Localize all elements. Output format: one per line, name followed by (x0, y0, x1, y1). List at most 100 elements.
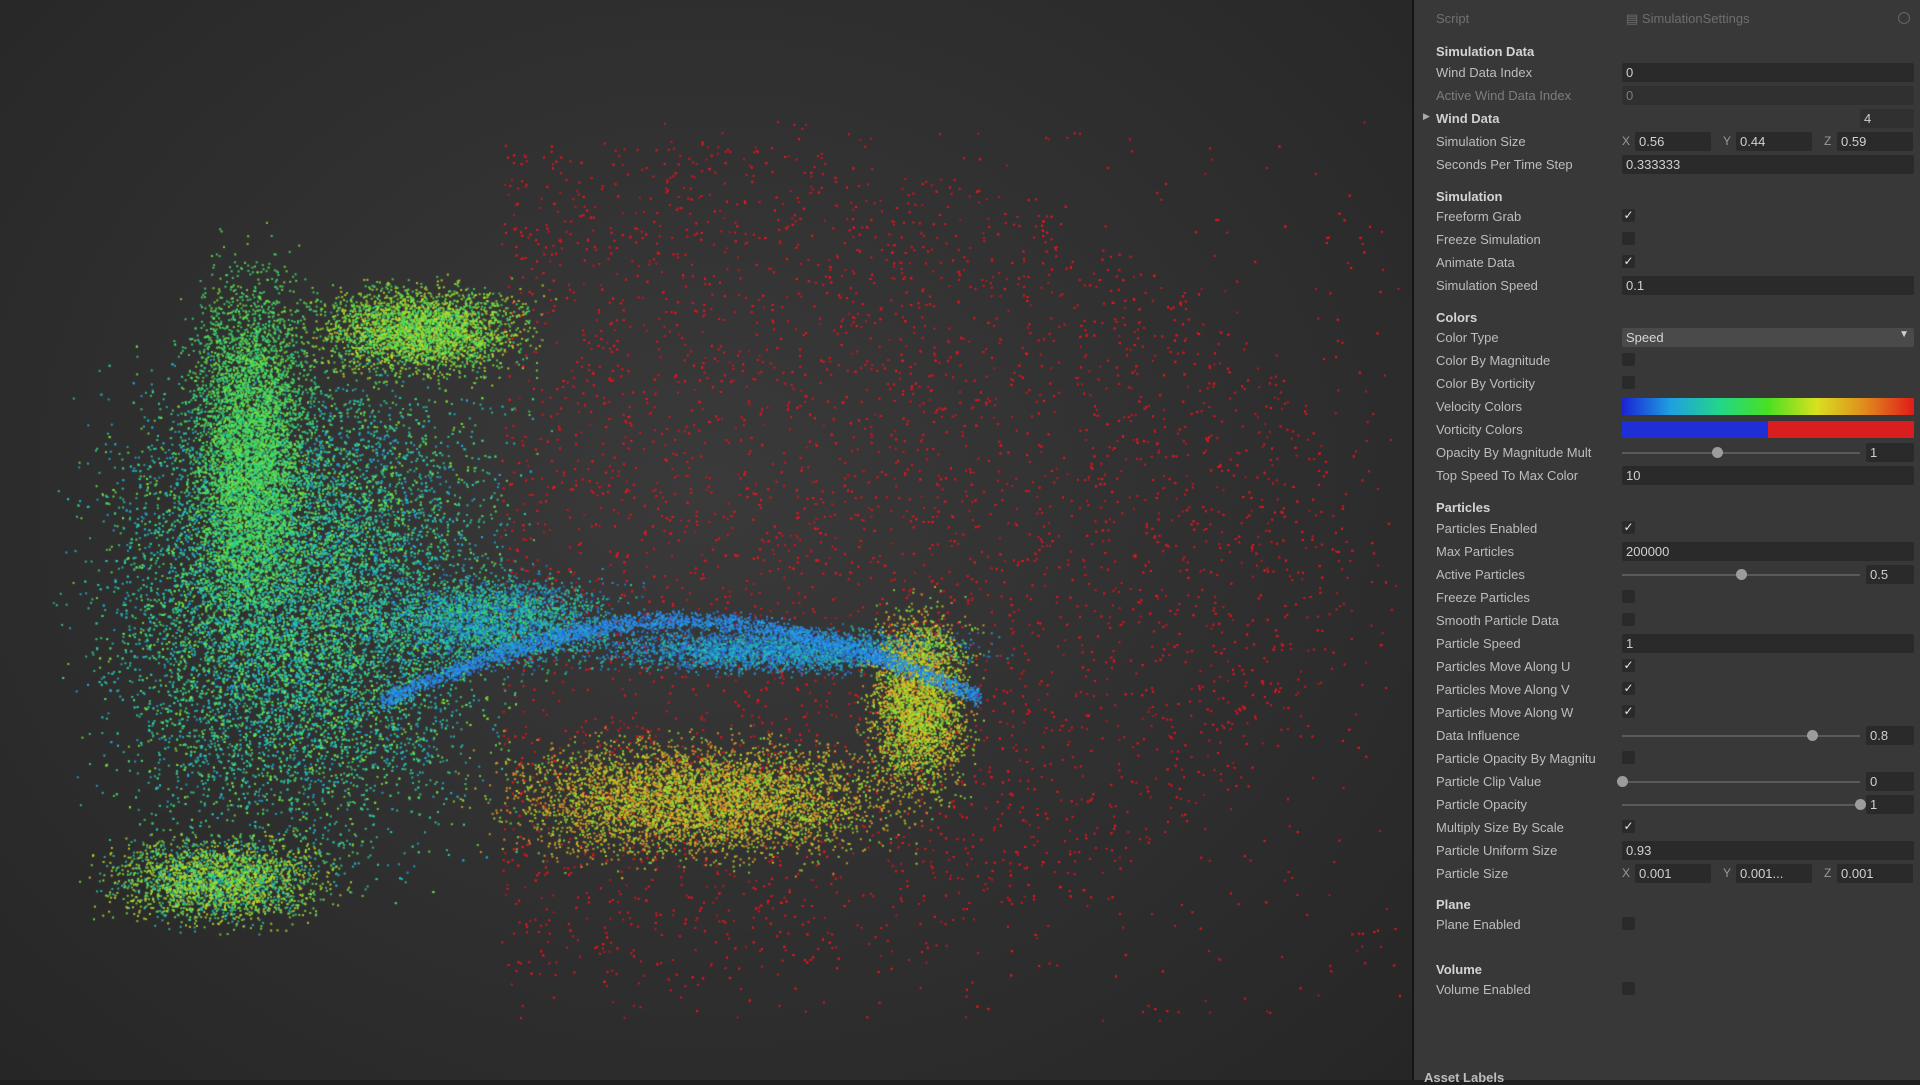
particles-move-along-w-label: Particles Move Along W (1436, 705, 1574, 720)
particle-size-y-field[interactable]: 0.001... (1736, 864, 1812, 883)
wind-data-index-row: Wind Data Index 0 (1414, 62, 1920, 84)
velocity-colors-row: Velocity Colors (1414, 396, 1920, 418)
foldout-arrow-icon[interactable]: ▶ (1423, 111, 1430, 121)
opacity-by-magnitude-mult-value[interactable]: 1 (1866, 443, 1914, 462)
volume-enabled-row: Volume Enabled (1414, 979, 1920, 1001)
particles-enabled-checkbox[interactable]: ✓ (1622, 520, 1635, 534)
particle-uniform-size-label: Particle Uniform Size (1436, 843, 1558, 858)
color-type-value: Speed (1626, 330, 1664, 345)
particles-move-along-u-checkbox[interactable]: ✓ (1622, 658, 1635, 672)
simulation-size-y-field[interactable]: 0.44 (1736, 132, 1812, 151)
wind-data-index-label: Wind Data Index (1436, 65, 1533, 80)
panel-divider[interactable] (1412, 0, 1414, 1080)
data-influence-row: Data Influence 0.8 (1414, 725, 1920, 747)
freeze-simulation-checkbox[interactable] (1622, 232, 1635, 245)
freeform-grab-row: Freeform Grab ✓ (1414, 206, 1920, 228)
seconds-per-time-step-field[interactable]: 0.333333 (1622, 155, 1914, 174)
simulation-size-row: Simulation Size X 0.56 Y 0.44 Z 0.59 (1414, 131, 1920, 153)
wind-data-index-field[interactable]: 0 (1622, 63, 1914, 82)
color-by-magnitude-checkbox[interactable] (1622, 353, 1635, 366)
slider-track[interactable] (1622, 804, 1860, 806)
particle-speed-row: Particle Speed 1 (1414, 633, 1920, 655)
particle-speed-field[interactable]: 1 (1622, 634, 1914, 653)
particle-uniform-size-field[interactable]: 0.93 (1622, 841, 1914, 860)
animate-data-checkbox[interactable]: ✓ (1622, 254, 1635, 268)
simulation-size-z-field[interactable]: 0.59 (1837, 132, 1913, 151)
particle-opacity-by-magnitude-checkbox[interactable] (1622, 751, 1635, 764)
smooth-particle-data-label: Smooth Particle Data (1436, 613, 1559, 628)
slider-knob[interactable] (1736, 569, 1747, 580)
wind-data-label[interactable]: Wind Data (1436, 111, 1500, 126)
script-object-field[interactable]: ▤ SimulationSettings (1622, 9, 1892, 28)
object-picker-icon[interactable] (1898, 12, 1910, 24)
section-plane: Plane (1436, 897, 1471, 912)
particle-visualization (0, 0, 1412, 1080)
vorticity-colors-gradient[interactable] (1622, 421, 1914, 438)
particles-move-along-u-row: Particles Move Along U ✓ (1414, 656, 1920, 678)
particle-clip-value-value[interactable]: 0 (1866, 772, 1914, 791)
active-particles-value[interactable]: 0.5 (1866, 565, 1914, 584)
top-speed-to-max-color-label: Top Speed To Max Color (1436, 468, 1579, 483)
slider-track[interactable] (1622, 781, 1860, 783)
slider-knob[interactable] (1807, 730, 1819, 741)
section-particles: Particles (1436, 500, 1491, 515)
top-speed-to-max-color-field[interactable]: 10 (1622, 466, 1914, 485)
opacity-by-magnitude-mult-row: Opacity By Magnitude Mult 1 (1414, 442, 1920, 464)
particle-opacity-row: Particle Opacity 1 (1414, 794, 1920, 816)
script-label: Script (1436, 11, 1470, 26)
freeze-simulation-label: Freeze Simulation (1436, 232, 1541, 247)
particle-size-z-field[interactable]: 0.001 (1837, 864, 1913, 883)
plane-enabled-label: Plane Enabled (1436, 917, 1521, 932)
color-by-vorticity-checkbox[interactable] (1622, 376, 1635, 389)
opacity-by-magnitude-mult-label: Opacity By Magnitude Mult (1436, 445, 1592, 460)
wind-data-row[interactable]: ▶ Wind Data 4 (1414, 108, 1920, 130)
plane-enabled-checkbox[interactable] (1622, 917, 1635, 930)
plane-enabled-row: Plane Enabled (1414, 914, 1920, 936)
velocity-colors-gradient[interactable] (1622, 398, 1914, 415)
freeform-grab-checkbox[interactable]: ✓ (1622, 208, 1635, 222)
seconds-per-time-step-row: Seconds Per Time Step 0.333333 (1414, 154, 1920, 176)
color-type-dropdown[interactable]: Speed ▼ (1622, 328, 1914, 347)
freeze-particles-checkbox[interactable] (1622, 590, 1635, 603)
volume-enabled-checkbox[interactable] (1622, 982, 1635, 995)
color-by-magnitude-row: Color By Magnitude (1414, 350, 1920, 372)
max-particles-field[interactable]: 200000 (1622, 542, 1914, 561)
slider-knob[interactable] (1855, 799, 1866, 810)
simulation-size-x-field[interactable]: 0.56 (1635, 132, 1711, 151)
particles-move-along-v-label: Particles Move Along V (1436, 682, 1570, 697)
simulation-speed-field[interactable]: 0.1 (1622, 276, 1914, 295)
slider-track[interactable] (1622, 452, 1860, 454)
slider-knob[interactable] (1617, 776, 1628, 787)
particles-move-along-v-row: Particles Move Along V ✓ (1414, 679, 1920, 701)
asset-labels-header[interactable]: Asset Labels (1424, 1070, 1505, 1085)
slider-track[interactable] (1622, 735, 1860, 737)
z-axis-label: Z (1824, 134, 1832, 148)
inspector-panel: Script ▤ SimulationSettings Simulation D… (1414, 0, 1920, 1085)
x-axis-label: X (1622, 866, 1631, 880)
color-by-vorticity-row: Color By Vorticity (1414, 373, 1920, 395)
freeze-simulation-row: Freeze Simulation (1414, 229, 1920, 251)
data-influence-value[interactable]: 0.8 (1866, 726, 1914, 745)
particle-clip-value-row: Particle Clip Value 0 (1414, 771, 1920, 793)
smooth-particle-data-row: Smooth Particle Data (1414, 610, 1920, 632)
particle-size-x-field[interactable]: 0.001 (1635, 864, 1711, 883)
particle-opacity-label: Particle Opacity (1436, 797, 1528, 812)
active-particles-label: Active Particles (1436, 567, 1525, 582)
vorticity-colors-label: Vorticity Colors (1436, 422, 1523, 437)
dropdown-arrow-icon: ▼ (1899, 329, 1909, 340)
particle-opacity-value[interactable]: 1 (1866, 795, 1914, 814)
active-wind-data-index-row: Active Wind Data Index 0 (1414, 85, 1920, 107)
seconds-per-time-step-label: Seconds Per Time Step (1436, 157, 1573, 172)
script-file-icon: ▤ (1626, 11, 1642, 26)
particles-move-along-v-checkbox[interactable]: ✓ (1622, 681, 1635, 695)
particle-uniform-size-row: Particle Uniform Size 0.93 (1414, 840, 1920, 862)
section-volume: Volume (1436, 962, 1482, 977)
scene-viewport[interactable] (0, 0, 1412, 1080)
max-particles-row: Max Particles 200000 (1414, 541, 1920, 563)
freeze-particles-label: Freeze Particles (1436, 590, 1530, 605)
slider-knob[interactable] (1712, 447, 1724, 458)
wind-data-count-field[interactable]: 4 (1860, 109, 1914, 128)
multiply-size-by-scale-checkbox[interactable]: ✓ (1622, 819, 1635, 833)
particles-move-along-w-checkbox[interactable]: ✓ (1622, 704, 1635, 718)
smooth-particle-data-checkbox[interactable] (1622, 613, 1635, 626)
